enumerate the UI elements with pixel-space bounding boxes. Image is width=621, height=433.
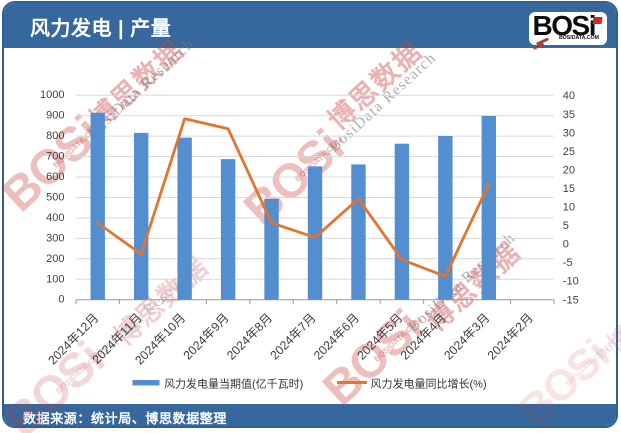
svg-text:2024年6月: 2024年6月 [311,311,362,363]
svg-text:2024年8月: 2024年8月 [224,311,275,363]
svg-text:40: 40 [563,90,575,102]
svg-text:风力发电量同比增长(%): 风力发电量同比增长(%) [371,377,487,391]
svg-text:30: 30 [563,127,575,139]
svg-text:2024年3月: 2024年3月 [441,311,492,363]
svg-text:-15: -15 [563,294,579,306]
svg-text:500: 500 [46,191,64,203]
svg-text:1000: 1000 [40,89,64,101]
svg-text:2024年4月: 2024年4月 [398,311,449,363]
svg-text:35: 35 [563,109,575,121]
svg-text:100: 100 [46,273,64,285]
svg-text:2024年7月: 2024年7月 [267,311,318,363]
svg-text:风力发电量当期值(亿千瓦时): 风力发电量当期值(亿千瓦时) [164,377,303,391]
svg-text:5: 5 [563,220,569,232]
svg-text:10: 10 [563,202,575,214]
svg-text:2024年9月: 2024年9月 [181,311,232,363]
svg-text:0: 0 [563,239,569,251]
svg-text:200: 200 [46,253,64,265]
svg-text:-10: -10 [563,276,579,288]
svg-text:800: 800 [46,130,64,142]
svg-text:400: 400 [46,212,64,224]
svg-text:600: 600 [46,171,64,183]
svg-text:15: 15 [563,183,575,195]
svg-text:2024年2月: 2024年2月 [485,311,536,363]
svg-text:700: 700 [46,151,64,163]
svg-text:-5: -5 [563,257,573,269]
svg-text:900: 900 [46,110,64,122]
svg-text:0: 0 [58,294,64,306]
svg-text:2024年5月: 2024年5月 [354,311,405,363]
svg-text:25: 25 [563,146,575,158]
svg-text:20: 20 [563,164,575,176]
svg-text:300: 300 [46,232,64,244]
